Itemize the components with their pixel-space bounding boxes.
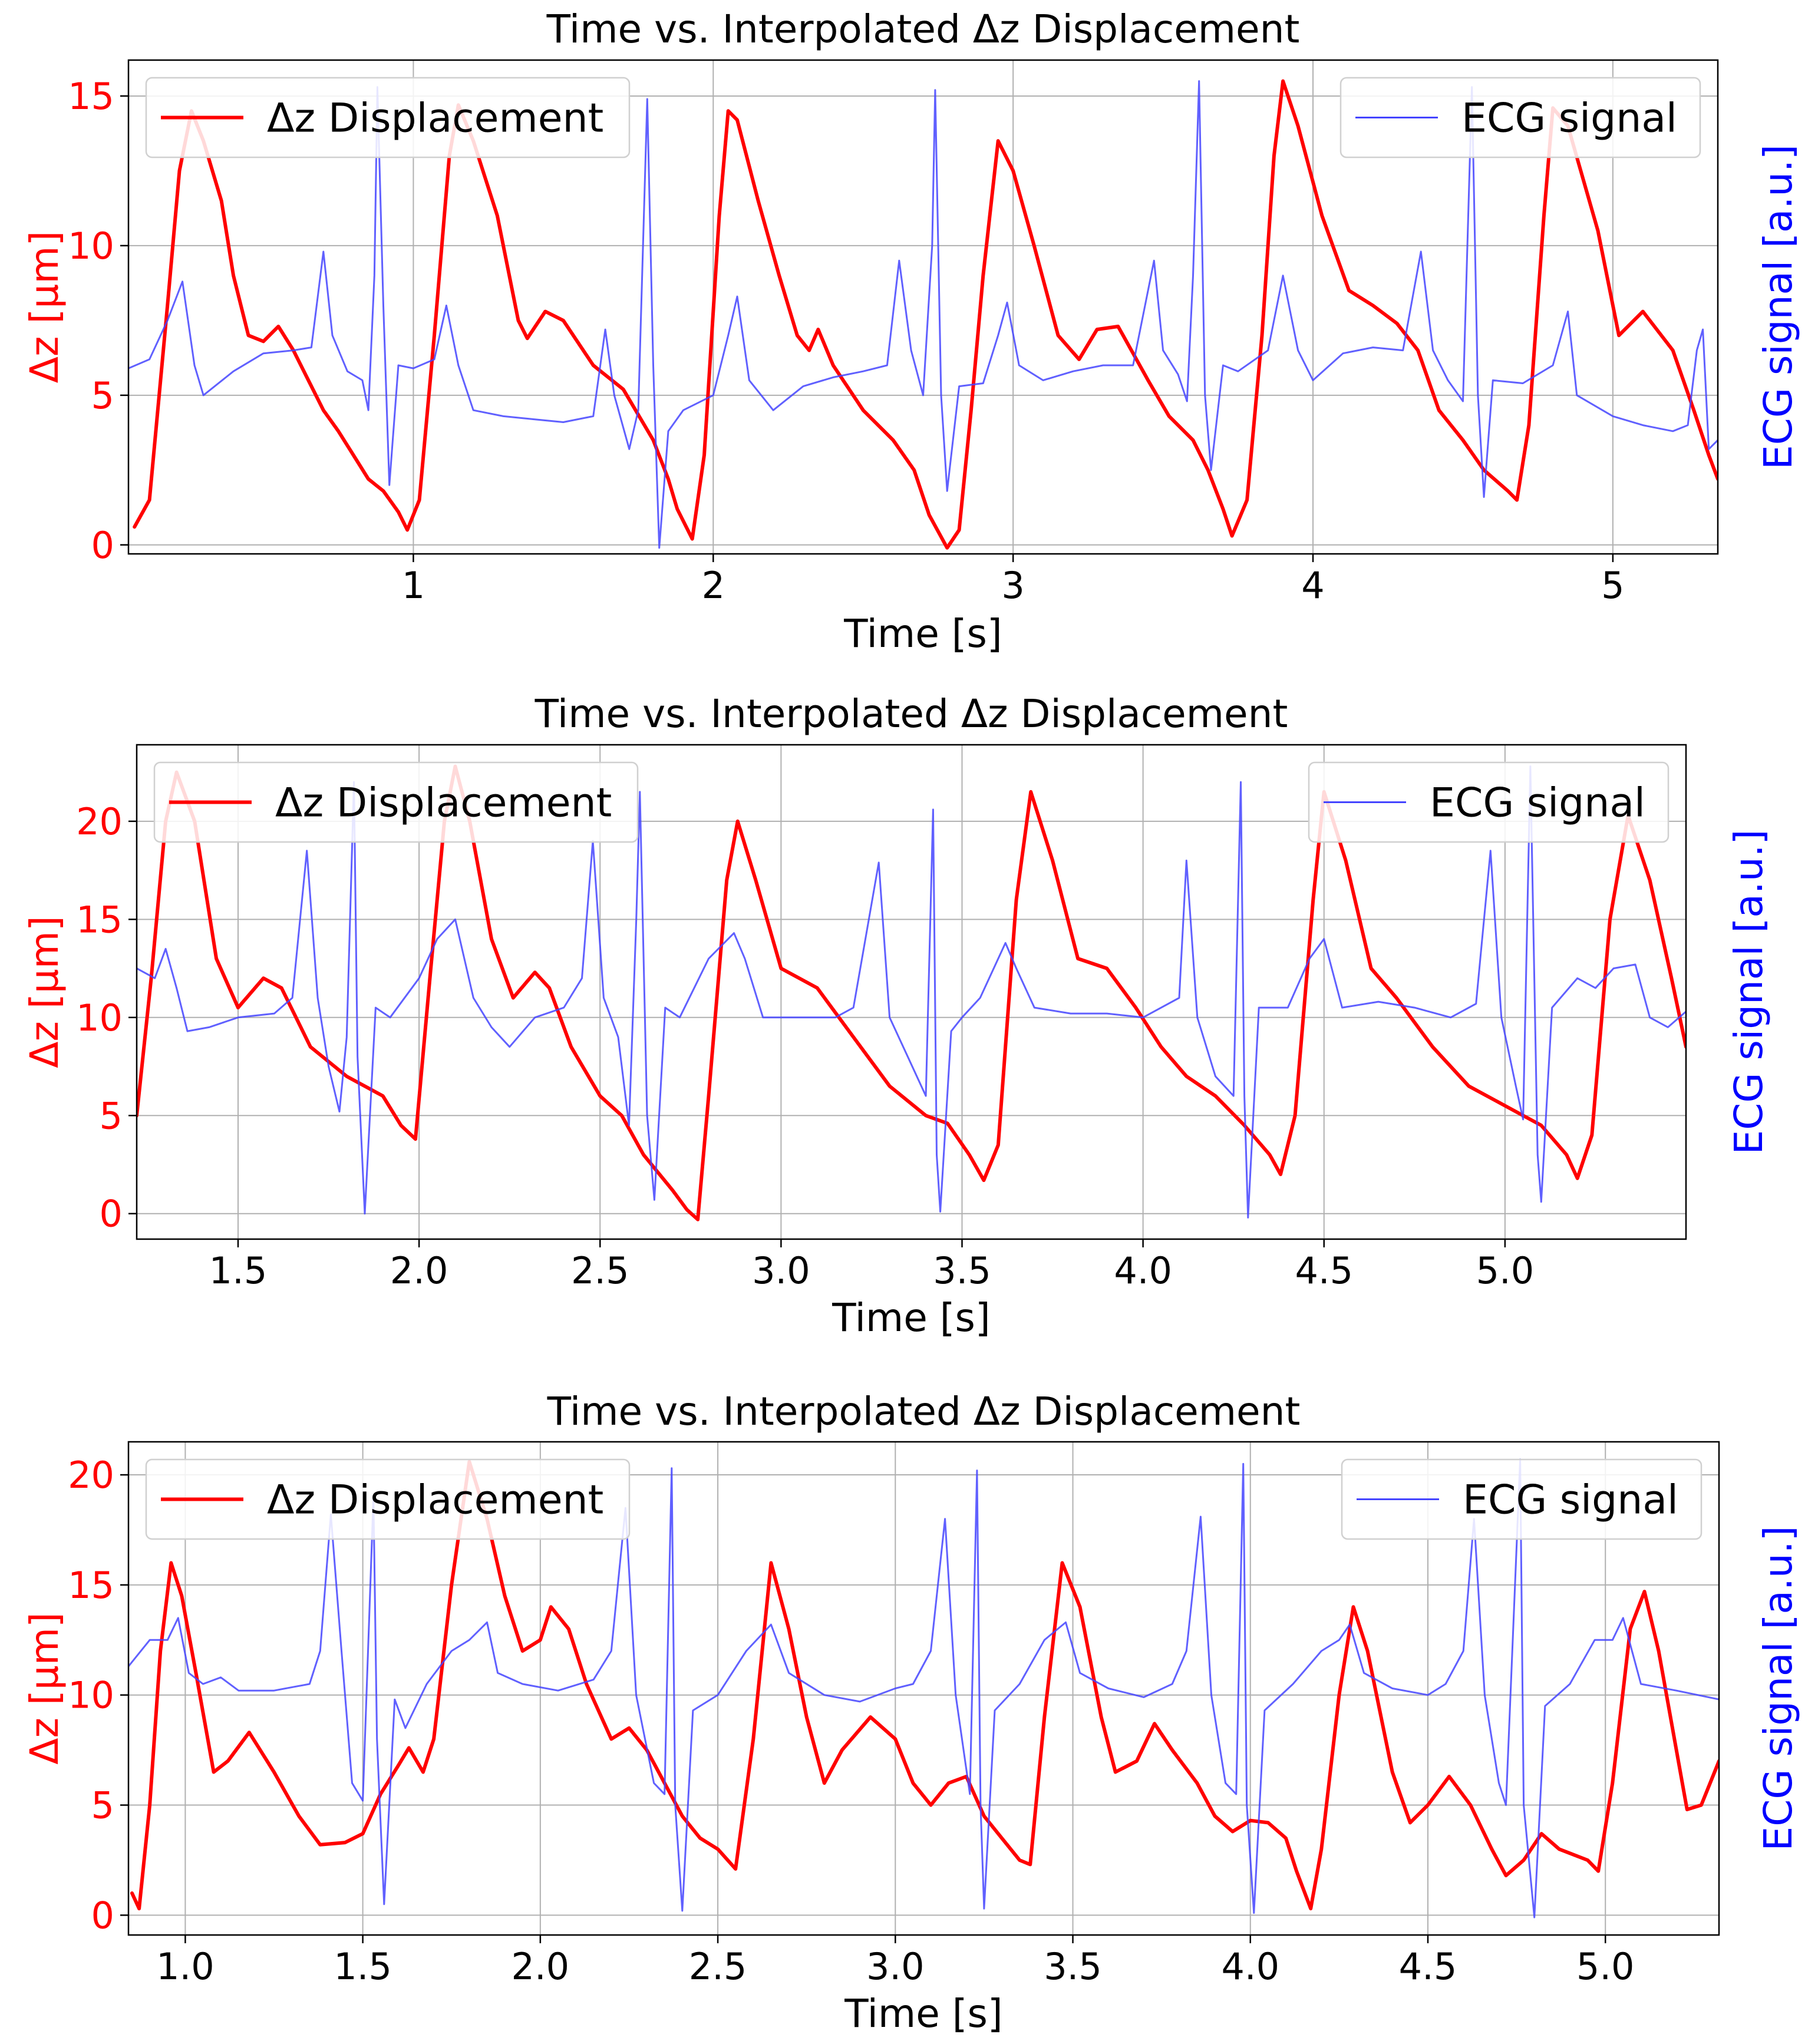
ecg-signal-line	[128, 80, 1718, 549]
legend-left-label: Δz Displacement	[275, 780, 612, 827]
x-tick-label: 1	[402, 564, 425, 607]
y-tick-label: 10	[76, 996, 123, 1039]
y-tick-label: 5	[100, 1094, 123, 1137]
x-tick-label: 2.0	[390, 1249, 448, 1292]
y-tick-label: 20	[76, 800, 123, 843]
x-tick-label: 2	[702, 564, 725, 607]
x-axis-label: Time [s]	[832, 1295, 990, 1340]
dz-displacement-line	[133, 79, 1718, 550]
legend-right-box	[1341, 1458, 1702, 1540]
x-tick-label: 3.0	[866, 1945, 925, 1988]
y-tick-label: 15	[68, 75, 114, 118]
y-axis-label: Δz [µm]	[22, 916, 67, 1068]
y-tick-label: 10	[68, 1674, 114, 1717]
x-axis-label: Time [s]	[843, 611, 1002, 656]
x-tick-label: 3	[1001, 564, 1024, 607]
legend-left-label: Δz Displacement	[267, 95, 603, 142]
axes-frame	[136, 744, 1687, 1240]
x-tick-label: 4	[1301, 564, 1324, 607]
legend-left-box	[145, 77, 631, 158]
y2-axis-label: ECG signal [a.u.]	[1726, 830, 1771, 1155]
y-tick-label: 20	[68, 1454, 114, 1497]
legend-left-box	[153, 761, 639, 843]
y2-axis-label: ECG signal [a.u.]	[1756, 144, 1801, 470]
x-tick-label: 1.5	[209, 1249, 268, 1292]
y-tick-label: 15	[76, 898, 123, 941]
chart-panel-2: 1.5 2.0 2.5 3.0 3.5 4.0 4.5 5.0 0 5 10 15 20 Time vs.…	[22, 691, 1771, 1340]
legend-right-label: ECG signal	[1463, 1477, 1678, 1524]
x-tick-label: 3.5	[1044, 1945, 1102, 1988]
legend-right-label: ECG signal	[1461, 95, 1677, 142]
y-tick-label: 0	[91, 524, 114, 567]
x-axis-label: Time [s]	[844, 1991, 1002, 2036]
chart-title: Time vs. Interpolated Δz Displacement	[546, 6, 1300, 52]
y-tick-label: 0	[100, 1193, 123, 1236]
x-tick-label: 2.5	[571, 1249, 629, 1292]
y-tick-label: 10	[68, 224, 114, 268]
legend-right-label: ECG signal	[1430, 780, 1645, 827]
chart-panel-1: 1 2 3 4 5 0 5 10 15 Time vs. Interpolated Δz Disp…	[22, 6, 1801, 656]
legend-right-box	[1339, 77, 1701, 158]
axes-frame	[127, 59, 1719, 555]
legend-left-label: Δz Displacement	[267, 1477, 603, 1524]
x-tick-label: 1.5	[334, 1945, 392, 1988]
x-tick-label: 4.0	[1114, 1249, 1172, 1292]
x-tick-label: 5.0	[1476, 1249, 1535, 1292]
x-tick-label: 2.5	[689, 1945, 747, 1988]
ecg-signal-line	[137, 765, 1686, 1219]
x-tick-label: 3.5	[933, 1249, 991, 1292]
x-tick-label: 5	[1601, 564, 1624, 607]
y2-axis-label: ECG signal [a.u.]	[1756, 1526, 1801, 1851]
ecg-signal-line	[128, 1458, 1719, 1918]
y-axis-label: Δz [µm]	[22, 1612, 67, 1765]
y-tick-label: 5	[91, 374, 114, 417]
chart-title: Time vs. Interpolated Δz Displacement	[547, 1389, 1301, 1434]
y-tick-label: 0	[91, 1894, 114, 1937]
y-tick-label: 15	[68, 1564, 114, 1607]
chart-panel-3: 1.0 1.5 2.0 2.5 3.0 3.5 4.0 4.5 5.0 0 5 10 15 20 Time …	[22, 1389, 1801, 2036]
y-tick-label: 5	[91, 1784, 114, 1827]
x-tick-label: 3.0	[752, 1249, 810, 1292]
dz-displacement-line	[130, 1459, 1719, 1911]
x-tick-label: 4.5	[1399, 1945, 1457, 1988]
x-tick-label: 2.0	[512, 1945, 570, 1988]
x-tick-label: 4.0	[1221, 1945, 1279, 1988]
axes-frame	[127, 1441, 1720, 1936]
legend-left-box	[145, 1458, 631, 1540]
x-tick-label: 1.0	[156, 1945, 215, 1988]
y-axis-label: Δz [µm]	[22, 231, 67, 384]
x-tick-label: 5.0	[1576, 1945, 1635, 1988]
x-tick-label: 4.5	[1295, 1249, 1353, 1292]
chart-title: Time vs. Interpolated Δz Displacement	[534, 691, 1288, 737]
legend-right-box	[1308, 761, 1669, 843]
